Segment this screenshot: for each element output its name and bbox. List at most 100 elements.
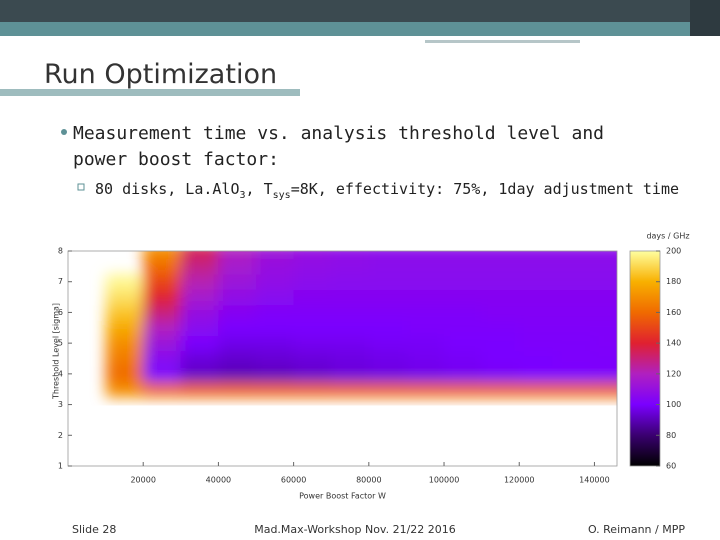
colorbar-tick-label: 200	[666, 247, 681, 256]
plot: 20000 40000 60000 80000 100000 120000 14000012…	[52, 232, 690, 501]
heatmap-cell	[293, 304, 332, 321]
colorbar-tick-label: 80	[666, 431, 676, 440]
heatmap-cell	[406, 258, 445, 275]
heatmap-cell	[218, 366, 257, 383]
heatmap-cell	[143, 320, 182, 336]
heatmap-cell	[556, 258, 595, 275]
heatmap-cell	[406, 251, 445, 260]
heatmap-cell	[105, 289, 144, 306]
heatmap-cell	[105, 381, 144, 398]
heatmap-cell	[444, 366, 483, 383]
heatmap-cell	[444, 258, 483, 275]
heatmap-cell	[293, 366, 332, 383]
heatmap-cell	[180, 258, 219, 275]
heatmap-cell	[331, 350, 370, 367]
heatmap-cell	[481, 274, 520, 290]
heatmap-cell	[143, 350, 182, 367]
y-tick-label: 8	[58, 247, 63, 256]
heatmap-cell	[368, 320, 407, 336]
heatmap-cell	[556, 350, 595, 367]
heatmap-cell	[218, 258, 257, 275]
heatmap-cell	[444, 289, 483, 306]
heatmap-cell	[331, 274, 370, 290]
heatmap-cell	[519, 335, 558, 352]
heatmap-cell	[444, 381, 483, 398]
heatmap-cell	[406, 366, 445, 383]
heatmap-cell	[481, 366, 520, 383]
sub-bullet-text: 80 disks, La.AlO3, Tsys=8K, effectivity:…	[95, 180, 679, 201]
heatmap-cell	[368, 350, 407, 367]
footer-left: Slide 28	[72, 523, 116, 536]
title-rule	[0, 89, 300, 96]
heatmap-cell	[256, 274, 295, 290]
heatmap-cell	[444, 320, 483, 336]
y-tick-label: 3	[58, 400, 63, 409]
heatmap-cell	[594, 320, 617, 336]
heatmap-cell	[256, 366, 295, 383]
y-axis-label: Threshold Level [sigma]	[52, 303, 61, 400]
heatmap-cell	[331, 366, 370, 383]
footer-right: O. Reimann / MPP	[588, 523, 685, 536]
heatmap-cell	[594, 381, 617, 398]
heatmap-cell	[594, 350, 617, 367]
heatmap-cell	[556, 381, 595, 398]
heatmap-cell	[556, 366, 595, 383]
heatmap-cell	[556, 251, 595, 260]
x-tick-label: 120000	[504, 476, 535, 485]
heatmap-cell	[481, 251, 520, 260]
subscript: 3	[240, 190, 246, 201]
heatmap-cell	[519, 304, 558, 321]
heatmap-cell	[143, 251, 182, 260]
heatmap-cell	[331, 320, 370, 336]
heatmap-cell	[105, 335, 144, 352]
y-tick-label: 6	[58, 308, 63, 317]
heatmap-cell	[556, 304, 595, 321]
x-axis-label: Power Boost Factor W	[299, 492, 386, 501]
heatmap-cell	[406, 350, 445, 367]
heatmap-cell	[444, 304, 483, 321]
heatmap-cell	[368, 251, 407, 260]
heatmap-cell	[368, 304, 407, 321]
bullet-text: power boost factor:	[73, 149, 279, 170]
heatmap-cell	[406, 335, 445, 352]
heatmap-cell	[143, 304, 182, 321]
heatmap-cell	[406, 289, 445, 306]
heatmap-cell	[594, 258, 617, 275]
text-run: , T	[246, 180, 273, 198]
heatmap-cell	[594, 304, 617, 321]
heatmap-cell	[180, 274, 219, 290]
heatmap-cell	[368, 366, 407, 383]
heatmap-cell	[293, 320, 332, 336]
heatmap-cell	[406, 304, 445, 321]
heatmap-cell	[180, 381, 219, 398]
x-tick-label: 20000	[130, 476, 155, 485]
colorbar-tick-label: 100	[666, 400, 681, 409]
heatmap-cell	[444, 335, 483, 352]
heatmap-cell	[594, 289, 617, 306]
heatmap-cell	[218, 274, 257, 290]
heatmap-cell	[594, 335, 617, 352]
heatmap-cell	[256, 335, 295, 352]
heatmap-cell	[406, 320, 445, 336]
top-gap	[0, 36, 720, 41]
heatmap-cell	[481, 304, 520, 321]
heatmap-cell	[143, 274, 182, 290]
heatmap-cell	[481, 320, 520, 336]
colorbar-label: days / GHz	[646, 232, 689, 241]
subscript: sys	[273, 190, 291, 201]
heatmap-cell	[105, 350, 144, 367]
heatmap-cell	[481, 258, 520, 275]
heatmap-cell	[293, 274, 332, 290]
footer-center: Mad.Max-Workshop Nov. 21/22 2016	[254, 523, 456, 536]
plot-frame	[67, 250, 618, 467]
heatmap-cell	[331, 289, 370, 306]
heatmap-cell	[218, 350, 257, 367]
colorbar-tick-label: 60	[666, 462, 676, 471]
x-tick-label: 80000	[356, 476, 381, 485]
sub-bullet-box	[77, 183, 85, 191]
heatmap-cell	[519, 366, 558, 383]
heatmap-cell	[331, 251, 370, 260]
top-corner	[690, 0, 720, 36]
